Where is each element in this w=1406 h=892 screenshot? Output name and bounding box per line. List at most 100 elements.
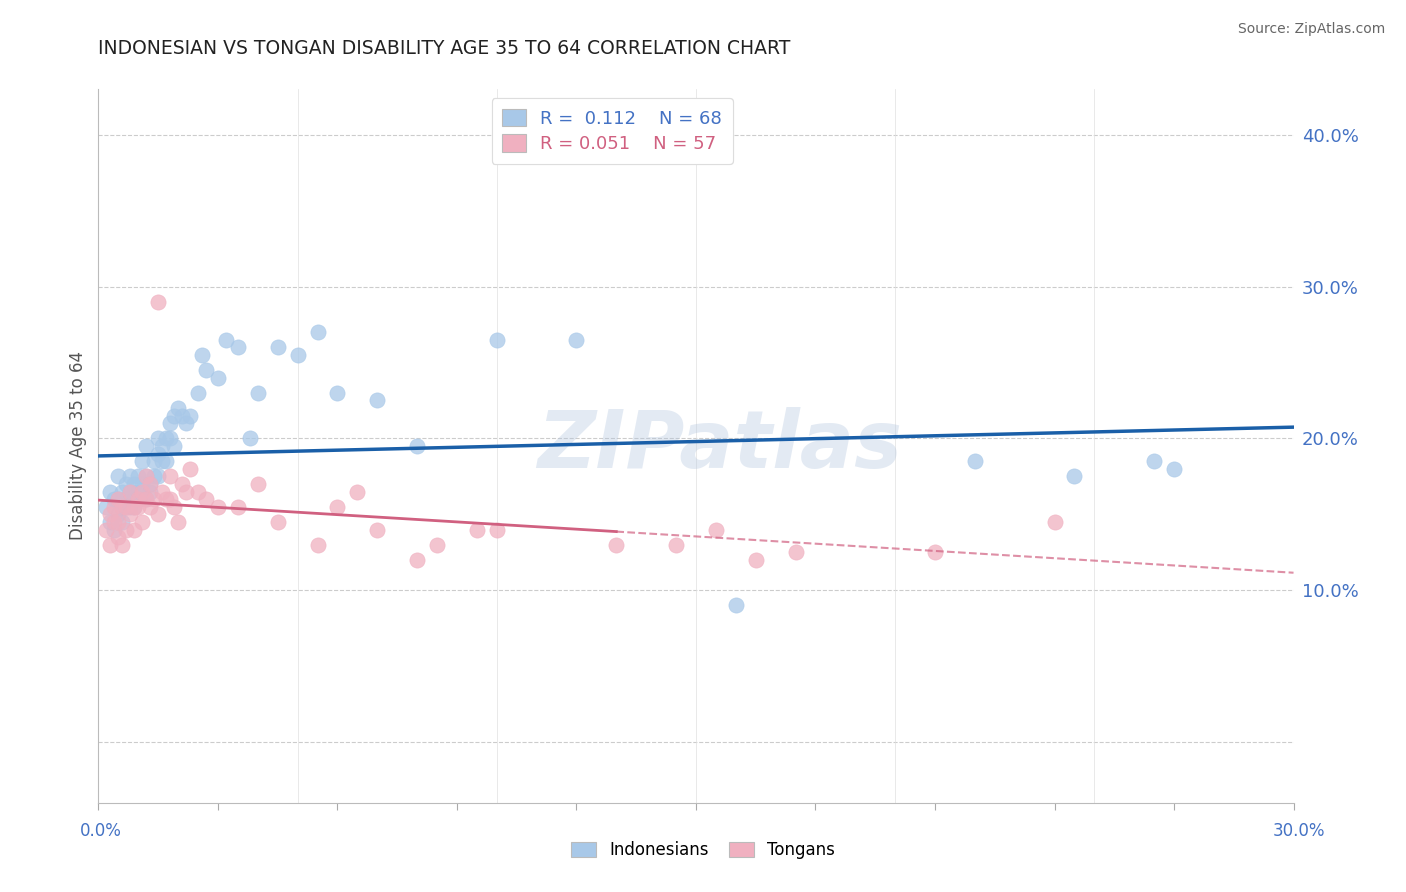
Point bbox=[924, 545, 946, 559]
Point bbox=[215, 333, 238, 347]
Point bbox=[167, 401, 190, 415]
Point bbox=[107, 515, 129, 529]
Point bbox=[150, 484, 173, 499]
Point bbox=[107, 530, 129, 544]
Point bbox=[115, 523, 138, 537]
Point bbox=[143, 492, 166, 507]
Point bbox=[239, 431, 262, 445]
Point bbox=[246, 477, 269, 491]
Point bbox=[195, 363, 218, 377]
Text: 30.0%: 30.0% bbox=[1272, 822, 1326, 840]
Point bbox=[426, 538, 449, 552]
Point bbox=[135, 439, 157, 453]
Point bbox=[115, 500, 138, 514]
Point bbox=[163, 409, 186, 423]
Point bbox=[115, 477, 138, 491]
Point bbox=[115, 500, 138, 514]
Point bbox=[246, 385, 269, 400]
Point bbox=[103, 500, 125, 514]
Point bbox=[326, 500, 349, 514]
Point bbox=[485, 333, 508, 347]
Point bbox=[111, 538, 134, 552]
Point bbox=[120, 469, 142, 483]
Point bbox=[406, 439, 429, 453]
Point bbox=[135, 469, 157, 483]
Point bbox=[100, 508, 122, 522]
Point bbox=[1063, 469, 1085, 483]
Point bbox=[107, 492, 129, 507]
Point bbox=[167, 515, 190, 529]
Point bbox=[150, 454, 173, 468]
Point bbox=[605, 538, 627, 552]
Point bbox=[267, 515, 290, 529]
Point bbox=[195, 492, 218, 507]
Point bbox=[107, 492, 129, 507]
Point bbox=[107, 469, 129, 483]
Point bbox=[111, 484, 134, 499]
Point bbox=[155, 454, 177, 468]
Point bbox=[148, 431, 170, 445]
Point bbox=[120, 484, 142, 499]
Point bbox=[159, 416, 181, 430]
Point bbox=[139, 500, 162, 514]
Point bbox=[148, 294, 170, 309]
Point bbox=[366, 523, 388, 537]
Point bbox=[111, 500, 134, 514]
Legend: R =  0.112    N = 68, R = 0.051    N = 57: R = 0.112 N = 68, R = 0.051 N = 57 bbox=[492, 98, 733, 164]
Point bbox=[139, 477, 162, 491]
Text: 0.0%: 0.0% bbox=[80, 822, 122, 840]
Point bbox=[465, 523, 488, 537]
Point bbox=[124, 492, 146, 507]
Point bbox=[174, 484, 197, 499]
Point bbox=[127, 484, 149, 499]
Point bbox=[267, 340, 290, 354]
Point bbox=[131, 484, 153, 499]
Point bbox=[143, 469, 166, 483]
Point bbox=[155, 492, 177, 507]
Point bbox=[207, 500, 229, 514]
Point bbox=[124, 500, 146, 514]
Point bbox=[124, 500, 146, 514]
Point bbox=[179, 409, 201, 423]
Point bbox=[103, 515, 125, 529]
Point bbox=[665, 538, 688, 552]
Point bbox=[148, 508, 170, 522]
Point bbox=[159, 431, 181, 445]
Point bbox=[139, 484, 162, 499]
Point bbox=[96, 523, 118, 537]
Point bbox=[346, 484, 368, 499]
Point bbox=[120, 500, 142, 514]
Y-axis label: Disability Age 35 to 64: Disability Age 35 to 64 bbox=[69, 351, 87, 541]
Point bbox=[127, 469, 149, 483]
Point bbox=[179, 462, 201, 476]
Point bbox=[127, 500, 149, 514]
Point bbox=[785, 545, 807, 559]
Point bbox=[191, 348, 214, 362]
Point bbox=[704, 523, 727, 537]
Point bbox=[127, 492, 149, 507]
Point bbox=[187, 484, 209, 499]
Point bbox=[135, 469, 157, 483]
Point bbox=[124, 477, 146, 491]
Text: INDONESIAN VS TONGAN DISABILITY AGE 35 TO 64 CORRELATION CHART: INDONESIAN VS TONGAN DISABILITY AGE 35 T… bbox=[98, 39, 790, 58]
Point bbox=[485, 523, 508, 537]
Point bbox=[127, 492, 149, 507]
Point bbox=[135, 492, 157, 507]
Point bbox=[159, 492, 181, 507]
Point bbox=[1163, 462, 1185, 476]
Point bbox=[131, 477, 153, 491]
Point bbox=[111, 500, 134, 514]
Point bbox=[115, 492, 138, 507]
Point bbox=[155, 431, 177, 445]
Point bbox=[100, 515, 122, 529]
Point bbox=[172, 409, 194, 423]
Point bbox=[1043, 515, 1066, 529]
Point bbox=[963, 454, 986, 468]
Point bbox=[131, 515, 153, 529]
Point bbox=[366, 393, 388, 408]
Point bbox=[226, 340, 249, 354]
Point bbox=[135, 492, 157, 507]
Point bbox=[139, 477, 162, 491]
Point bbox=[124, 523, 146, 537]
Text: ZIPatlas: ZIPatlas bbox=[537, 407, 903, 485]
